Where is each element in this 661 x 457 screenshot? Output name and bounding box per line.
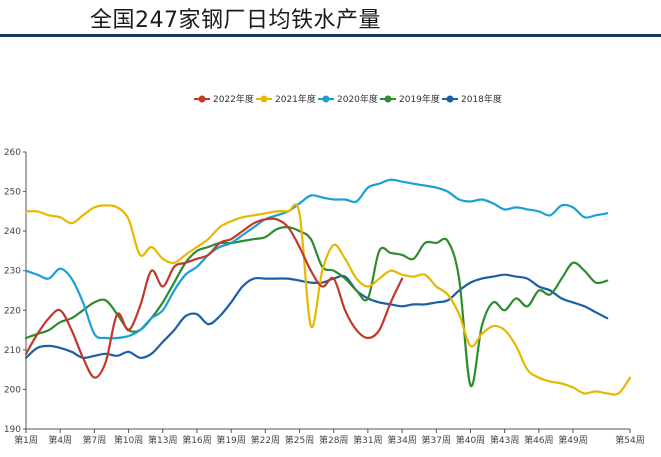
legend-label: 2019年度 [399, 93, 440, 105]
legend-swatch-dot [322, 95, 330, 103]
x-tick-label: 第28周 [319, 434, 348, 446]
series-line-2021年度 [24, 203, 632, 396]
x-tick-label: 第54周 [615, 434, 644, 446]
x-tick-label: 第49周 [558, 434, 587, 446]
x-tick-label: 第10周 [114, 434, 143, 446]
chart-axes: 190 200 210 220 230 240 250 260 第1周 第4周 第7周 第10周 第13… [4, 148, 645, 446]
x-tick-label: 第43周 [490, 434, 519, 446]
x-tick-label: 第16周 [182, 434, 211, 446]
chart-series [24, 178, 632, 396]
legend-swatch-dot [260, 95, 268, 103]
x-tick-label: 第13周 [148, 434, 177, 446]
legend: 2022年度 2021年度 2020年度 2019年度 2018年度 [194, 93, 502, 105]
x-tick-label: 第1周 [14, 434, 38, 446]
y-tick-label: 260 [4, 148, 21, 158]
x-tick-label: 第22周 [251, 434, 280, 446]
page-title: 全国247家钢厂日均铁水产量 [90, 8, 381, 33]
series-line-2022年度 [24, 217, 404, 379]
series-line-2020年度 [24, 178, 609, 340]
legend-swatch-dot [384, 95, 392, 103]
x-tick-label: 第4周 [48, 434, 72, 446]
x-tick-label: 第31周 [353, 434, 382, 446]
series-line-2018年度 [24, 273, 609, 360]
y-tick-label: 220 [4, 306, 21, 316]
x-tick-label: 第40周 [456, 434, 485, 446]
legend-item: 2020年度 [318, 93, 378, 105]
legend-item: 2018年度 [442, 93, 502, 105]
x-tick-label: 第25周 [285, 434, 314, 446]
x-tick-label: 第37周 [422, 434, 451, 446]
y-tick-label: 200 [4, 385, 21, 395]
legend-label: 2021年度 [275, 93, 316, 105]
legend-label: 2020年度 [337, 93, 378, 105]
title-rule [0, 34, 661, 37]
x-tick-label: 第46周 [524, 434, 553, 446]
y-tick-label: 190 [4, 425, 21, 435]
x-tick-label: 第7周 [83, 434, 107, 446]
y-tick-label: 210 [4, 346, 21, 356]
y-tick-label: 240 [4, 227, 21, 237]
legend-label: 2022年度 [213, 93, 254, 105]
y-tick-label: 230 [4, 267, 21, 277]
y-tick-label: 250 [4, 188, 21, 198]
legend-item: 2022年度 [194, 93, 254, 105]
x-tick-label: 第19周 [216, 434, 245, 446]
legend-swatch-dot [446, 95, 454, 103]
legend-swatch-dot [198, 95, 206, 103]
legend-item: 2021年度 [256, 93, 316, 105]
legend-item: 2019年度 [380, 93, 440, 105]
legend-label: 2018年度 [461, 93, 502, 105]
x-tick-label: 第34周 [387, 434, 416, 446]
